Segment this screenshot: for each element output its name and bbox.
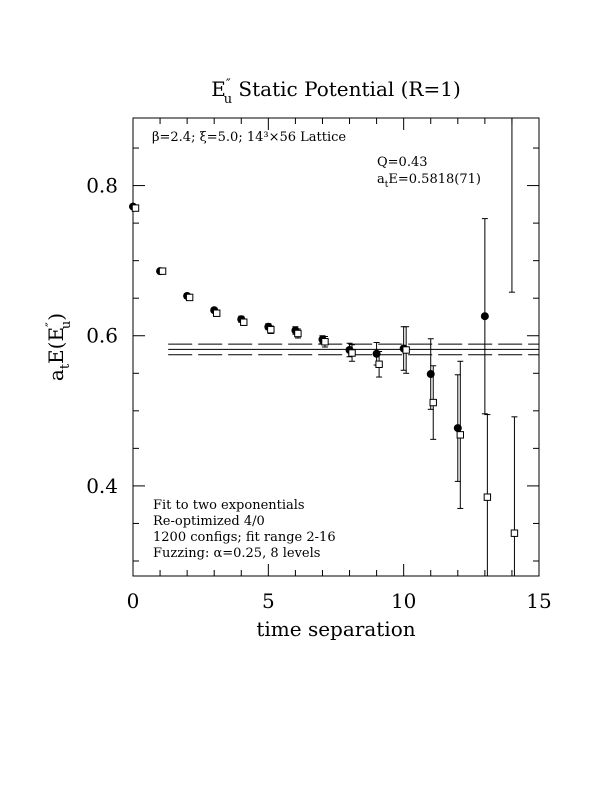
ylabel-mid: E(E xyxy=(44,327,68,364)
y-axis-label: atE(E″u) xyxy=(44,313,74,381)
ylabel-sub: u xyxy=(59,321,74,329)
note-line: Fit to two exponentials xyxy=(153,498,305,513)
q-value-text: Q=0.43 xyxy=(377,155,428,170)
subtitle-text: β=2.4; ξ=5.0; 14³×56 Lattice xyxy=(152,130,346,145)
fit-energy-text: atE=0.5818(71) xyxy=(377,172,481,190)
title-subscript: u xyxy=(224,92,232,107)
x-tick-label: 5 xyxy=(262,589,275,613)
x-tick-label: 10 xyxy=(391,589,416,613)
data-point-square xyxy=(267,326,275,334)
data-point-square xyxy=(348,349,356,357)
data-point-square xyxy=(213,309,221,317)
data-point-square xyxy=(402,346,410,354)
title-superscript: ″ xyxy=(226,77,231,92)
note-line: Re-optimized 4/0 xyxy=(153,514,265,529)
x-tick-label: 0 xyxy=(127,589,140,613)
plot-frame xyxy=(132,117,540,577)
chart-title-text: E″ u Static Potential (R=1) xyxy=(211,77,461,107)
data-point-square xyxy=(483,493,492,501)
chart-title: E″ u Static Potential (R=1) xyxy=(211,77,461,107)
data-point-square xyxy=(240,318,248,326)
ylabel-post: ) xyxy=(44,313,68,321)
axis-ticks xyxy=(132,118,540,576)
ylabel-a: a xyxy=(44,369,68,381)
data-point-square xyxy=(131,204,140,212)
data-point-square xyxy=(429,398,437,407)
data-point-circle xyxy=(372,349,381,358)
data-point-square xyxy=(375,360,383,368)
data-point-square xyxy=(185,293,194,302)
data-markers xyxy=(129,202,519,537)
note-line: 1200 configs; fit range 2-16 xyxy=(153,530,336,545)
y-tick-label: 0.4 xyxy=(86,474,118,498)
x-axis-label: time separation xyxy=(256,617,415,641)
data-point-circle xyxy=(480,312,489,321)
data-point-square xyxy=(321,338,329,346)
data-point-square xyxy=(294,329,302,338)
data-point-circle xyxy=(453,424,462,433)
x-tick-label: 15 xyxy=(526,589,551,613)
data-point-square xyxy=(510,529,519,537)
ylabel-sup: ″ xyxy=(44,322,59,327)
fit-energy-a: a xyxy=(377,172,385,187)
data-point-circle xyxy=(426,370,435,379)
data-point-square xyxy=(456,431,465,439)
annotations: β=2.4; ξ=5.0; 14³×56 Lattice Q=0.43 atE=0.… xyxy=(152,130,481,561)
y-tick-label: 0.8 xyxy=(86,174,118,198)
title-main: E xyxy=(211,77,226,101)
title-rest: Static Potential (R=1) xyxy=(232,77,461,101)
ylabel-t-sub: t xyxy=(58,363,73,369)
fit-energy-rest: E=0.5818(71) xyxy=(388,172,481,187)
data-point-square xyxy=(158,267,167,275)
fit-energy-sub: t xyxy=(385,180,389,190)
note-line: Fuzzing: α=0.25, 8 levels xyxy=(153,546,320,561)
y-tick-label: 0.6 xyxy=(86,324,118,348)
y-axis-label-text: atE(E″u) xyxy=(44,313,74,381)
